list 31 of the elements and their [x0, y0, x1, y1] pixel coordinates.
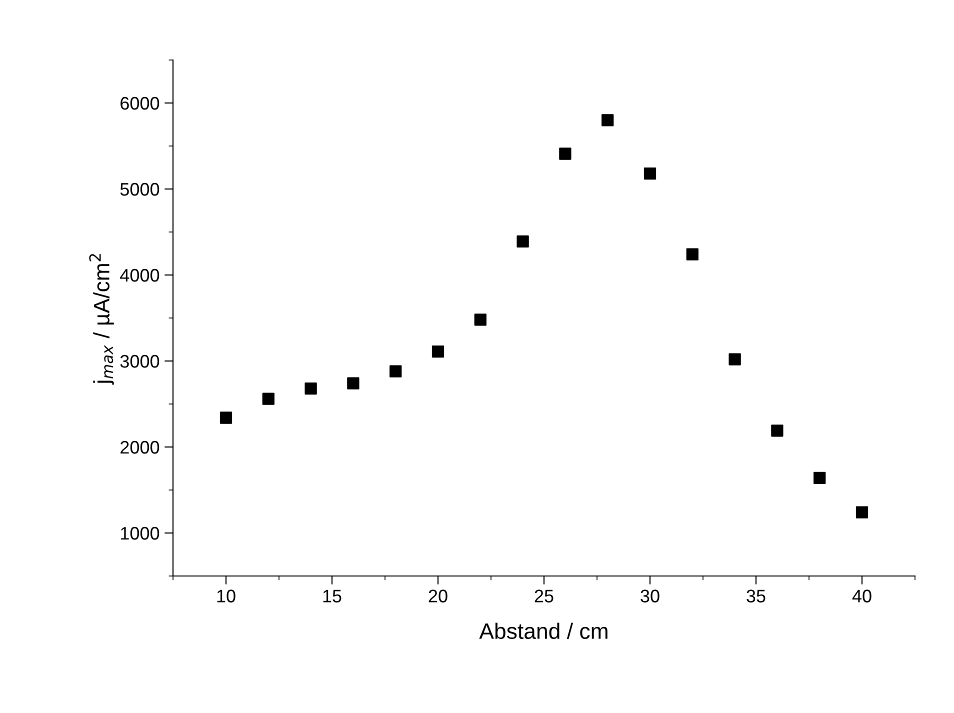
point: [390, 365, 402, 378]
point: [728, 353, 741, 366]
y-tick-label: 4000: [120, 268, 160, 282]
point: [432, 345, 444, 358]
x-tick-label: 30: [640, 590, 660, 602]
x-tick-label: 15: [323, 590, 342, 602]
point: [347, 377, 360, 390]
x-tick-label: 10: [217, 590, 236, 602]
point: [814, 472, 826, 484]
y-tick-label: 5000: [120, 182, 160, 196]
point: [304, 382, 317, 395]
y-axis-title: j$_{max}$ / µA/cm$^{2}$: [89, 254, 114, 385]
point: [771, 424, 784, 437]
x-tick-label: 20: [428, 590, 448, 602]
point: [559, 148, 572, 160]
point: [686, 248, 698, 260]
point: [644, 167, 656, 180]
y-tick-label: 3000: [120, 354, 160, 368]
point: [262, 392, 274, 405]
point: [516, 235, 529, 248]
x-tick-label: 35: [746, 590, 766, 602]
y-tick-label: 6000: [120, 96, 160, 110]
x-tick-label: 25: [534, 590, 554, 602]
point: [856, 506, 868, 518]
x-tick-label: 40: [852, 590, 872, 602]
point: [220, 412, 232, 424]
y-tick-label: 1000: [121, 526, 160, 540]
y-tick-label: 2000: [120, 440, 160, 454]
point: [602, 114, 614, 126]
point: [474, 314, 486, 326]
x-axis-title: Abstand / cm: [479, 622, 608, 640]
